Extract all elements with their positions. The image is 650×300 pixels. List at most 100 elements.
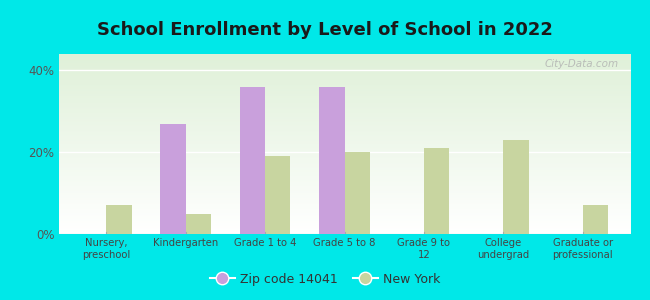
Bar	[58, 218, 630, 219]
Bar	[58, 221, 630, 222]
Bar	[58, 223, 630, 224]
Bar	[58, 108, 630, 109]
Bar	[58, 116, 630, 117]
Bar	[58, 122, 630, 123]
Bar	[58, 144, 630, 145]
Bar	[58, 138, 630, 139]
Bar	[58, 196, 630, 197]
Bar	[58, 202, 630, 203]
Bar	[58, 217, 630, 218]
Bar	[58, 130, 630, 131]
Bar	[58, 80, 630, 81]
Bar	[58, 61, 630, 62]
Bar	[58, 172, 630, 173]
Bar	[58, 78, 630, 79]
Bar	[58, 198, 630, 199]
Bar	[58, 209, 630, 210]
Bar	[58, 67, 630, 68]
Bar	[58, 139, 630, 140]
Bar	[265, 156, 291, 234]
Bar	[58, 106, 630, 107]
Bar	[58, 145, 630, 146]
Bar	[58, 228, 630, 229]
Bar	[58, 64, 630, 65]
Bar	[58, 201, 630, 202]
Bar	[58, 154, 630, 155]
Bar	[58, 70, 630, 71]
Bar	[58, 151, 630, 152]
Bar	[58, 123, 630, 124]
Bar	[58, 187, 630, 188]
Bar	[58, 69, 630, 70]
Bar	[58, 105, 630, 106]
Bar	[58, 167, 630, 168]
Bar	[58, 133, 630, 134]
Bar	[58, 156, 630, 157]
Bar	[58, 84, 630, 85]
Bar	[583, 206, 608, 234]
Bar	[58, 164, 630, 165]
Text: City-Data.com: City-Data.com	[545, 59, 619, 69]
Bar	[58, 229, 630, 230]
Bar	[58, 191, 630, 192]
Bar	[58, 131, 630, 132]
Bar	[58, 226, 630, 227]
Bar	[58, 97, 630, 98]
Bar	[58, 71, 630, 72]
Bar	[58, 230, 630, 231]
Bar	[58, 118, 630, 119]
Bar	[58, 96, 630, 97]
Bar	[58, 140, 630, 141]
Bar	[58, 205, 630, 206]
Bar	[58, 142, 630, 143]
Bar	[58, 132, 630, 133]
Bar	[58, 202, 630, 203]
Bar	[58, 143, 630, 144]
Bar	[58, 117, 630, 118]
Bar	[58, 120, 630, 121]
Bar	[58, 225, 630, 226]
Bar	[58, 231, 630, 232]
Bar	[106, 206, 131, 234]
Bar	[58, 179, 630, 180]
Bar	[58, 153, 630, 154]
Bar	[58, 146, 630, 147]
Bar	[58, 177, 630, 178]
Bar	[58, 185, 630, 186]
Bar	[58, 189, 630, 190]
Bar	[58, 232, 630, 233]
Bar	[58, 56, 630, 57]
Bar	[58, 66, 630, 67]
Bar	[58, 233, 630, 234]
Bar	[58, 147, 630, 148]
Text: School Enrollment by Level of School in 2022: School Enrollment by Level of School in …	[97, 21, 553, 39]
Bar	[58, 62, 630, 63]
Bar	[58, 195, 630, 196]
Bar	[58, 113, 630, 114]
Bar	[58, 68, 630, 69]
Bar	[58, 73, 630, 74]
Bar	[58, 157, 630, 158]
Bar	[58, 128, 630, 129]
Bar	[58, 104, 630, 105]
Bar	[58, 152, 630, 153]
Bar	[58, 75, 630, 76]
Bar	[58, 76, 630, 77]
Bar	[58, 112, 630, 113]
Bar	[344, 152, 370, 234]
Bar	[58, 149, 630, 150]
Bar	[58, 94, 630, 95]
Bar	[58, 192, 630, 193]
Bar	[58, 136, 630, 137]
Bar	[58, 81, 630, 82]
Bar	[58, 169, 630, 170]
Bar	[58, 204, 630, 205]
Bar	[58, 99, 630, 100]
Bar	[58, 101, 630, 102]
Bar	[58, 92, 630, 93]
Bar	[58, 85, 630, 86]
Bar	[58, 182, 630, 183]
Bar	[58, 65, 630, 66]
Bar	[58, 148, 630, 149]
Bar	[58, 199, 630, 200]
